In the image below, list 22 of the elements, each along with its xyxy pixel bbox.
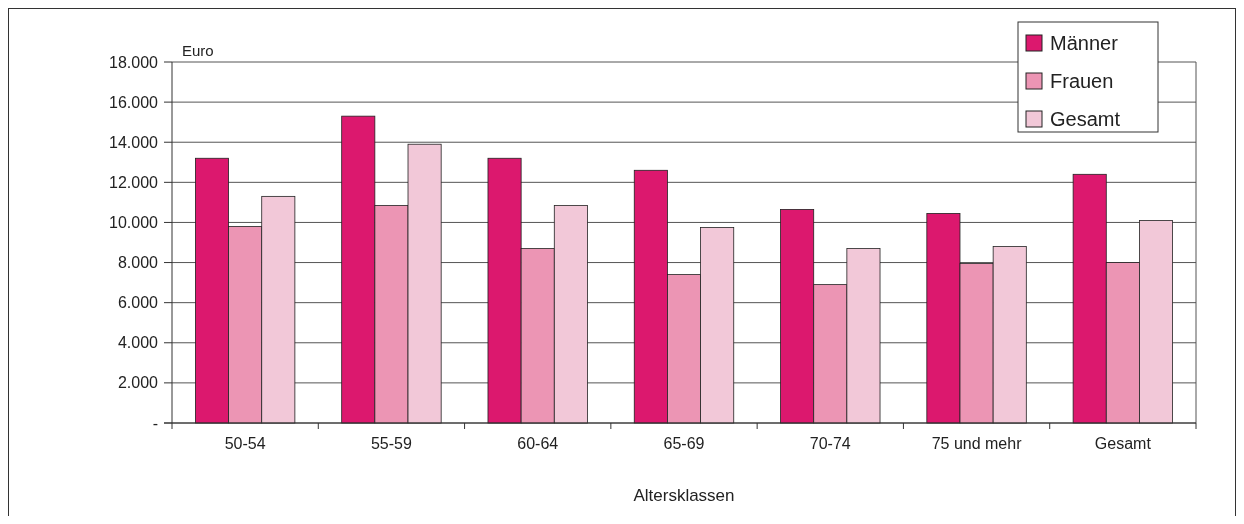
legend-label: Frauen <box>1050 70 1114 92</box>
x-tick-label: Gesamt <box>1094 435 1152 452</box>
y-tick-label: 4.000 <box>117 334 159 352</box>
x-tick-label: 65-69 <box>663 435 705 452</box>
legend-label: Gesamt <box>1050 108 1121 130</box>
y-tick-label: 2.000 <box>117 374 159 392</box>
legend-label: Männer <box>1050 32 1119 54</box>
y-axis-title: Euro <box>182 42 214 59</box>
y-tick-label: 16.000 <box>109 93 159 111</box>
y-tick-label: 10.000 <box>109 214 159 232</box>
x-tick-label: 70-74 <box>809 435 851 452</box>
x-tick-label: 75 und mehr <box>931 435 1023 452</box>
y-tick-label: - <box>152 414 158 432</box>
x-tick-label: 60-64 <box>517 435 559 452</box>
x-tick-label: 55-59 <box>370 435 412 452</box>
x-axis-title: Altersklassen <box>633 486 735 505</box>
x-tick-label: 50-54 <box>224 435 266 452</box>
y-tick-label: 8.000 <box>117 254 159 272</box>
y-tick-label: 14.000 <box>109 133 159 151</box>
y-tick-label: 18.000 <box>109 53 159 71</box>
y-tick-label: 6.000 <box>117 294 159 312</box>
y-tick-label: 12.000 <box>109 173 159 191</box>
